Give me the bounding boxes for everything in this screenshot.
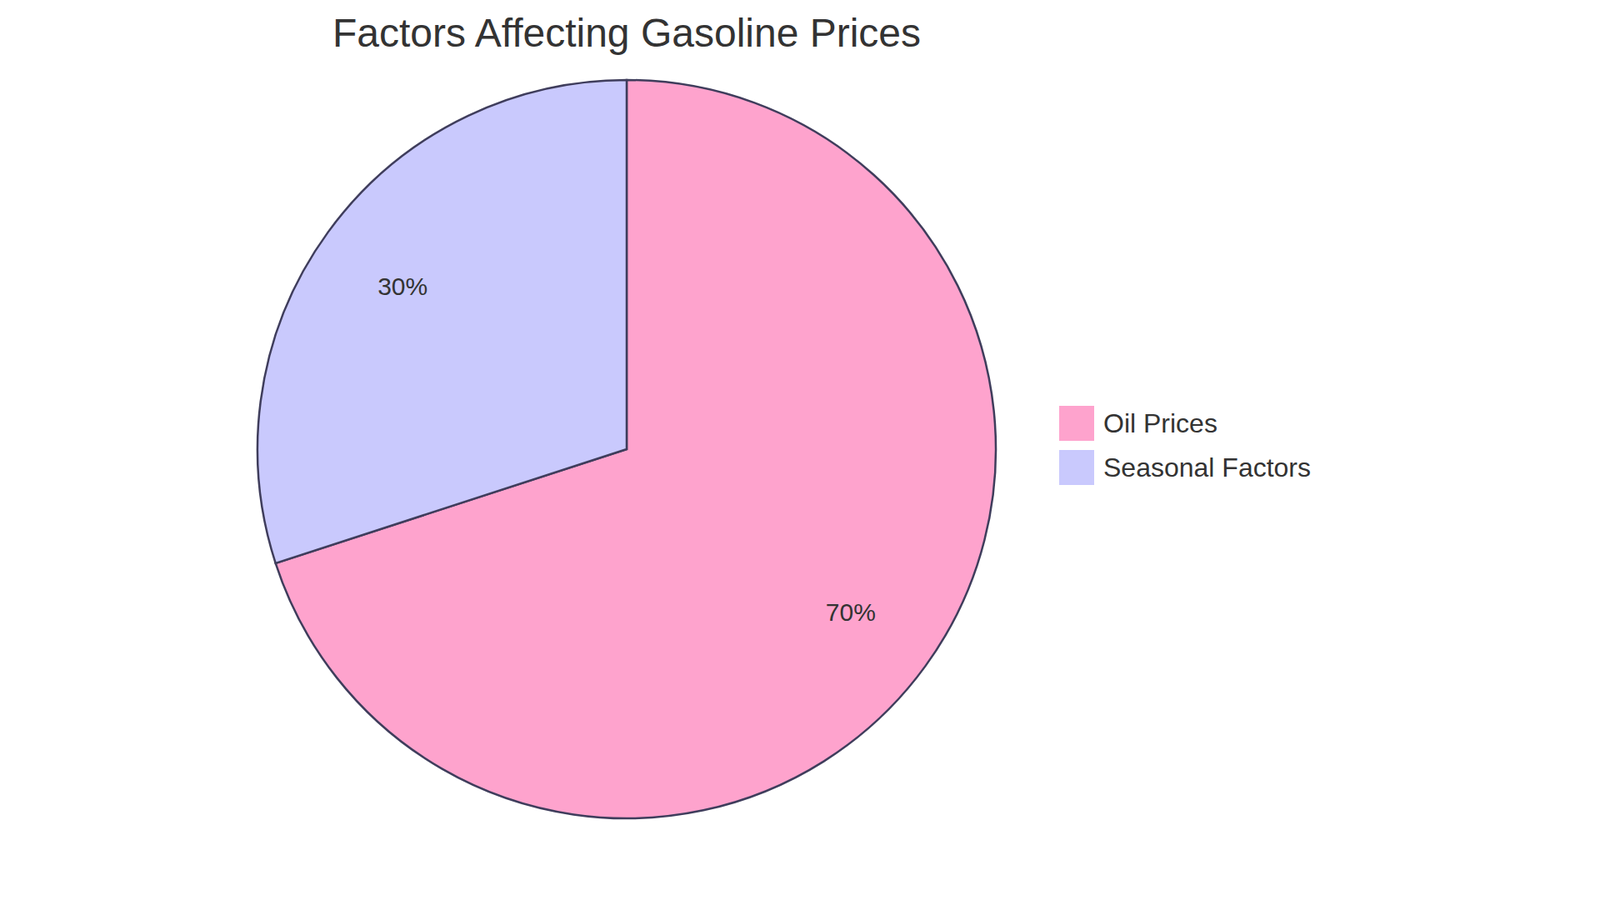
legend-swatch [1058,449,1095,486]
title: Factors Affecting Gasoline Prices [332,10,921,55]
pie-slice [257,80,627,564]
slices [257,80,996,819]
chart: Factors Affecting Gasoline Prices 70% 30% O… [0,0,1600,900]
data-label: 30% [377,272,428,300]
legend-swatch [1058,405,1095,442]
data-label: 70% [825,598,876,626]
legend-label: Oil Prices [1103,408,1218,439]
legend-label: Seasonal Factors [1103,452,1311,483]
